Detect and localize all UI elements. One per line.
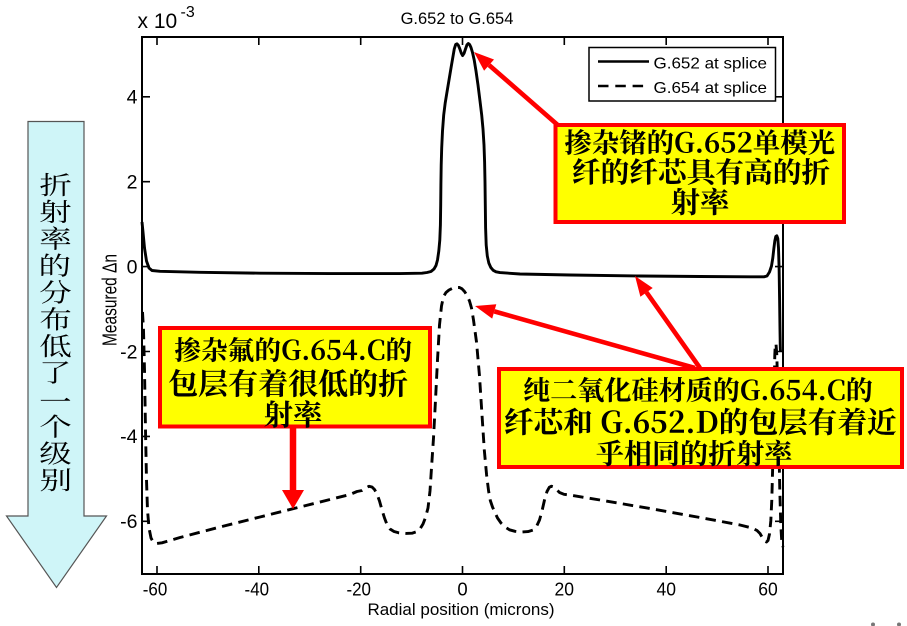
svg-text:x 10: x 10 [138, 10, 178, 33]
svg-text:Measured Δn: Measured Δn [100, 254, 122, 346]
svg-text:0: 0 [127, 256, 138, 278]
svg-text:4: 4 [127, 87, 138, 109]
svg-text:-3: -3 [181, 4, 195, 21]
svg-text:Radial position (microns): Radial position (microns) [367, 600, 554, 619]
svg-text:-60: -60 [143, 579, 168, 600]
svg-text:20: 20 [555, 579, 575, 600]
svg-text:60: 60 [758, 579, 778, 600]
svg-text:-2: -2 [120, 341, 137, 363]
svg-text:-40: -40 [245, 579, 270, 600]
svg-text:40: 40 [656, 579, 676, 600]
svg-text:-6: -6 [120, 511, 137, 533]
svg-text:-4: -4 [120, 426, 137, 448]
svg-text:G.652 to G.654: G.652 to G.654 [401, 10, 514, 28]
svg-text:G.652 at splice: G.652 at splice [654, 56, 768, 73]
svg-text:0: 0 [457, 579, 467, 600]
svg-text:2: 2 [127, 172, 138, 194]
svg-text:G.654 at splice: G.654 at splice [654, 80, 768, 97]
svg-text:-20: -20 [346, 579, 371, 600]
